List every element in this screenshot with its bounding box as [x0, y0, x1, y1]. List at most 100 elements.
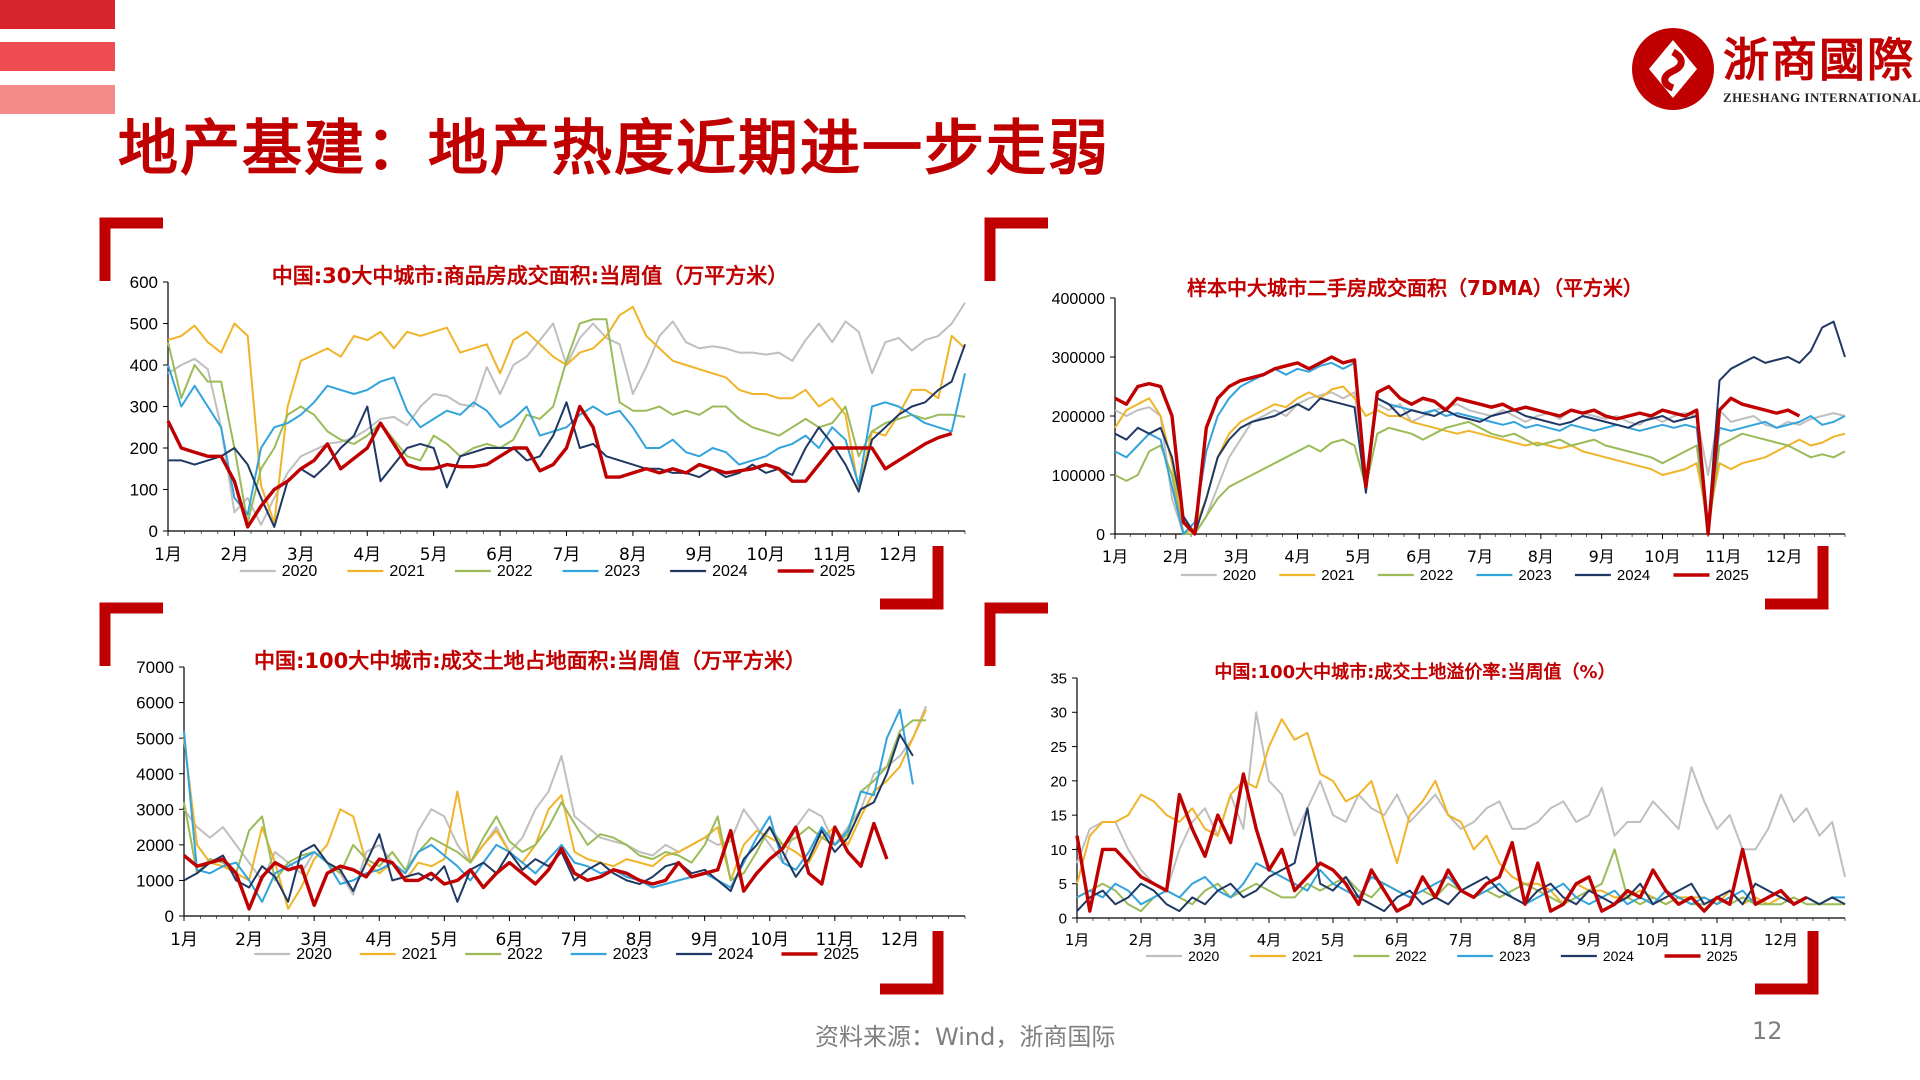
y-tick-label: 15: [1050, 808, 1067, 825]
series-line-2021: [1114, 385, 1846, 535]
y-tick-label: 7000: [136, 658, 174, 677]
y-tick-label: 200: [130, 439, 158, 458]
corner-bracket-top-left: [984, 217, 1048, 281]
chart-svg: 0 100 200 300 400 500 600 1月 2月 3月 4月 5月 6月 7月 8月 9月 10月…: [99, 217, 966, 610]
x-tick-label: 1月: [1065, 931, 1090, 949]
x-tick-label: 6月: [1406, 547, 1432, 566]
series-line-2023: [167, 364, 966, 516]
legend-label-2021: 2021: [402, 946, 438, 963]
x-tick-label: 10月: [1636, 931, 1670, 949]
corner-bracket-top-left: [984, 602, 1048, 666]
y-tick-label: 100: [130, 481, 158, 500]
legend-label-2020: 2020: [1188, 948, 1219, 964]
legend-label-2024: 2024: [1603, 948, 1634, 964]
legend-label-2020: 2020: [296, 946, 332, 963]
x-tick-label: 6月: [1385, 931, 1410, 949]
x-tick-label: 10月: [1644, 547, 1680, 566]
x-tick-label: 12月: [881, 930, 920, 950]
x-tick-label: 9月: [691, 930, 719, 950]
series-line-2023: [1114, 361, 1846, 535]
chart-title: 中国:100大中城市:成交土地溢价率:当周值（%）: [1214, 662, 1616, 683]
y-tick-label: 0: [165, 907, 174, 926]
x-tick-label: 8月: [626, 930, 654, 950]
series-line-2021: [1076, 718, 1846, 906]
series-line-2022: [167, 318, 966, 524]
series-line-2025: [1075, 772, 1808, 913]
legend-label-2023: 2023: [613, 946, 649, 963]
series-line-2022: [183, 719, 926, 882]
x-tick-label: 5月: [1345, 547, 1371, 566]
legend-label-2022: 2022: [507, 946, 543, 963]
logo-chinese-name: 浙商國際: [1723, 33, 1915, 87]
y-tick-label: 4000: [136, 765, 174, 784]
legend-label-2023: 2023: [1518, 567, 1551, 584]
x-tick-label: 5月: [430, 930, 458, 950]
y-tick-label: 6000: [136, 694, 174, 713]
y-tick-label: 5: [1059, 876, 1067, 893]
legend-label-2023: 2023: [605, 563, 641, 580]
legend-label-2025: 2025: [823, 946, 859, 963]
x-tick-label: 5月: [1321, 931, 1346, 949]
series-line-2024: [183, 733, 914, 903]
x-tick-label: 2月: [235, 930, 263, 950]
series-line-2025: [1114, 355, 1801, 536]
x-tick-label: 2月: [1129, 931, 1154, 949]
legend-label-2020: 2020: [282, 563, 318, 580]
legend-label-2022: 2022: [1420, 567, 1453, 584]
legend-label-2022: 2022: [497, 563, 533, 580]
x-tick-label: 7月: [1449, 931, 1474, 949]
logo-english-name: ZHESHANG INTERNATIONAL: [1723, 90, 1920, 105]
x-tick-label: 6月: [486, 545, 514, 565]
series-line-2023: [183, 708, 914, 903]
y-tick-label: 300: [130, 398, 158, 417]
company-logo: 浙商國際 ZHESHANG INTERNATIONAL: [1630, 22, 1920, 117]
legend-label-2025: 2025: [1715, 567, 1748, 584]
chart-second-hand-housing-area: 样本中大城市二手房成交面积（7DMA）（平方米） 0 100000 200000 30…: [984, 217, 1846, 610]
corner-bracket-bottom-right: [1765, 546, 1829, 610]
page-number: 12: [1752, 1017, 1783, 1045]
y-tick-label: 400: [130, 356, 158, 375]
series-line-2025: [182, 821, 889, 911]
header-stripe-3: [0, 85, 115, 114]
x-tick-label: 8月: [1513, 931, 1538, 949]
legend-label-2024: 2024: [718, 946, 754, 963]
legend-label-2021: 2021: [389, 563, 425, 580]
legend-label-2023: 2023: [1499, 948, 1530, 964]
x-tick-label: 12月: [879, 545, 918, 565]
y-tick-label: 200000: [1052, 409, 1105, 426]
logo-emblem-icon: [1632, 28, 1714, 110]
x-tick-label: 4月: [365, 930, 393, 950]
series-line-2020: [1114, 391, 1846, 535]
chart-title: 中国:30大中城市:商品房成交面积:当周值（万平方米）: [271, 264, 789, 288]
x-tick-label: 4月: [353, 545, 381, 565]
series-line-2025: [166, 404, 953, 529]
header-stripe-1: [0, 0, 115, 29]
x-tick-label: 3月: [1224, 547, 1250, 566]
y-tick-label: 0: [1059, 910, 1067, 927]
chart-svg: 0 1000 2000 3000 4000 5000 6000 7000 1月 2月 3月 4月 5月 6…: [99, 602, 966, 995]
legend-label-2025: 2025: [1707, 948, 1738, 964]
chart-svg: 0 100000 200000 300000 400000 1月 2月 3月 4月 5月 6月 7月 8…: [984, 217, 1846, 610]
y-tick-label: 300000: [1052, 350, 1105, 367]
x-tick-label: 12月: [1766, 547, 1802, 566]
legend-label-2021: 2021: [1321, 567, 1354, 584]
corner-bracket-bottom-right: [880, 546, 944, 610]
y-tick-label: 25: [1050, 739, 1067, 756]
y-tick-label: 5000: [136, 729, 174, 748]
x-tick-label: 4月: [1284, 547, 1310, 566]
x-tick-label: 10月: [750, 930, 789, 950]
series-line-2024: [1114, 320, 1846, 535]
x-tick-label: 11月: [813, 545, 852, 565]
y-tick-label: 600: [130, 273, 158, 292]
y-tick-label: 1000: [136, 872, 174, 891]
legend-label-2025: 2025: [820, 563, 856, 580]
legend-label-2024: 2024: [712, 563, 748, 580]
x-tick-label: 3月: [300, 930, 328, 950]
x-tick-label: 8月: [1528, 547, 1554, 566]
series-line-2024: [168, 343, 966, 528]
y-tick-label: 2000: [136, 836, 174, 855]
corner-bracket-top-left: [99, 217, 163, 281]
y-tick-label: 35: [1050, 670, 1067, 687]
corner-bracket-bottom-right: [880, 931, 944, 995]
